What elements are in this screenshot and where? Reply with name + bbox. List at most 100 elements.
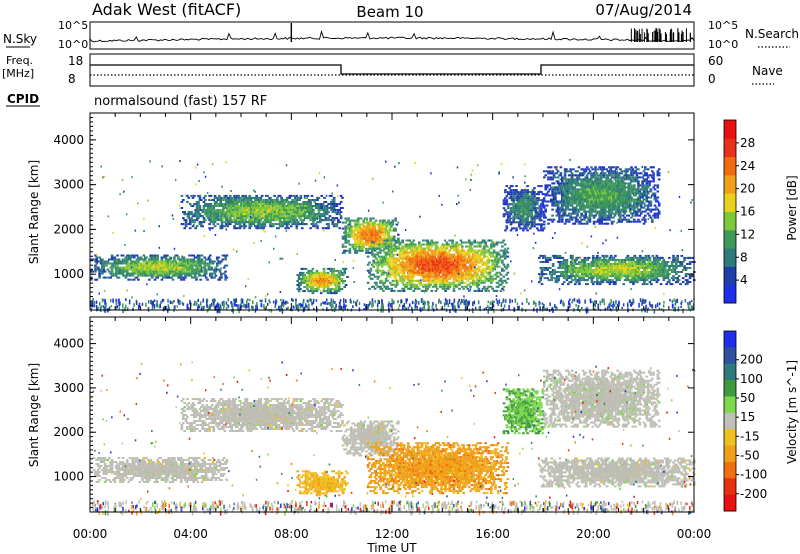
data-cell (180, 270, 183, 273)
data-cell (202, 217, 206, 220)
data-cell (241, 217, 245, 220)
data-cell (344, 239, 347, 242)
data-cell (213, 270, 216, 273)
data-cell (433, 283, 436, 286)
data-cell (491, 265, 494, 268)
data-cell (379, 261, 382, 264)
data-cell (222, 272, 226, 275)
data-cell (187, 215, 191, 218)
data-cell (623, 271, 627, 273)
data-cell (561, 275, 565, 278)
data-cell (498, 257, 501, 260)
data-cell (361, 239, 364, 242)
data-cell (412, 247, 416, 250)
data-cell (186, 258, 190, 261)
data-cell (411, 251, 414, 254)
data-cell (420, 269, 424, 272)
data-cell (153, 264, 157, 267)
data-cell (530, 191, 533, 194)
data-cell (338, 227, 341, 230)
data-cell (422, 247, 425, 250)
data-cell (139, 262, 143, 265)
data-cell (569, 256, 573, 259)
data-cell (281, 209, 285, 211)
data-cell (381, 223, 385, 226)
data-cell (440, 275, 443, 278)
data-cell (605, 269, 609, 271)
data-cell (220, 196, 224, 199)
data-cell (312, 223, 315, 226)
data-cell (137, 260, 140, 263)
data-cell (260, 215, 264, 218)
data-cell (277, 211, 281, 214)
data-cell (164, 262, 168, 265)
data-cell (454, 263, 457, 266)
data-cell (206, 209, 210, 211)
data-cell (356, 227, 360, 230)
data-cell (185, 268, 189, 271)
data-cell (299, 217, 303, 220)
data-cell (546, 277, 549, 280)
data-cell (524, 193, 528, 196)
data-cell (283, 215, 286, 218)
data-cell (603, 277, 606, 280)
data-cell (337, 284, 341, 286)
data-cell (372, 233, 375, 236)
data-cell (200, 270, 204, 273)
data-cell (376, 223, 379, 226)
data-cell (569, 261, 573, 263)
data-cell (188, 274, 191, 277)
data-cell (533, 219, 536, 222)
data-cell (597, 271, 601, 273)
data-cell (211, 276, 215, 279)
data-cell (476, 241, 479, 244)
data-cell (402, 273, 406, 276)
data-cell (309, 209, 312, 211)
data-cell (267, 221, 271, 224)
data-cell (526, 213, 529, 216)
data-cell (213, 211, 217, 214)
data-cell (310, 288, 313, 291)
data-cell (287, 223, 290, 226)
data-cell (459, 253, 463, 256)
data-cell (251, 217, 254, 220)
data-cell (180, 268, 183, 271)
data-cell (177, 268, 180, 271)
data-cell (260, 213, 264, 216)
data-cell (389, 271, 392, 274)
data-cell (141, 274, 144, 277)
data-cell (580, 267, 584, 269)
data-cell (637, 265, 641, 267)
data-cell (591, 277, 595, 280)
data-cell (529, 221, 532, 224)
data-cell (470, 277, 474, 280)
data-cell (398, 289, 402, 292)
data-cell (319, 203, 322, 205)
data-cell (311, 292, 315, 295)
data-cell (255, 227, 258, 230)
data-cell (506, 265, 510, 268)
data-cell (546, 269, 549, 271)
data-cell (134, 260, 137, 263)
data-cell (132, 264, 136, 267)
data-cell (355, 243, 359, 246)
data-cell (337, 278, 341, 280)
data-cell (256, 209, 260, 211)
data-cell (139, 258, 143, 261)
data-cell (127, 272, 130, 275)
data-cell (483, 241, 486, 244)
data-cell (276, 215, 279, 218)
data-cell (492, 255, 496, 258)
data-cell (391, 267, 395, 270)
data-cell (236, 203, 239, 205)
data-cell (389, 267, 392, 270)
data-cell (605, 275, 609, 278)
data-cell (430, 277, 434, 280)
data-cell (405, 283, 409, 286)
data-cell (590, 261, 594, 263)
data-cell (465, 259, 468, 262)
data-cell (236, 217, 239, 220)
data-cell (205, 203, 209, 205)
data-cell (425, 263, 428, 266)
data-cell (191, 254, 194, 257)
